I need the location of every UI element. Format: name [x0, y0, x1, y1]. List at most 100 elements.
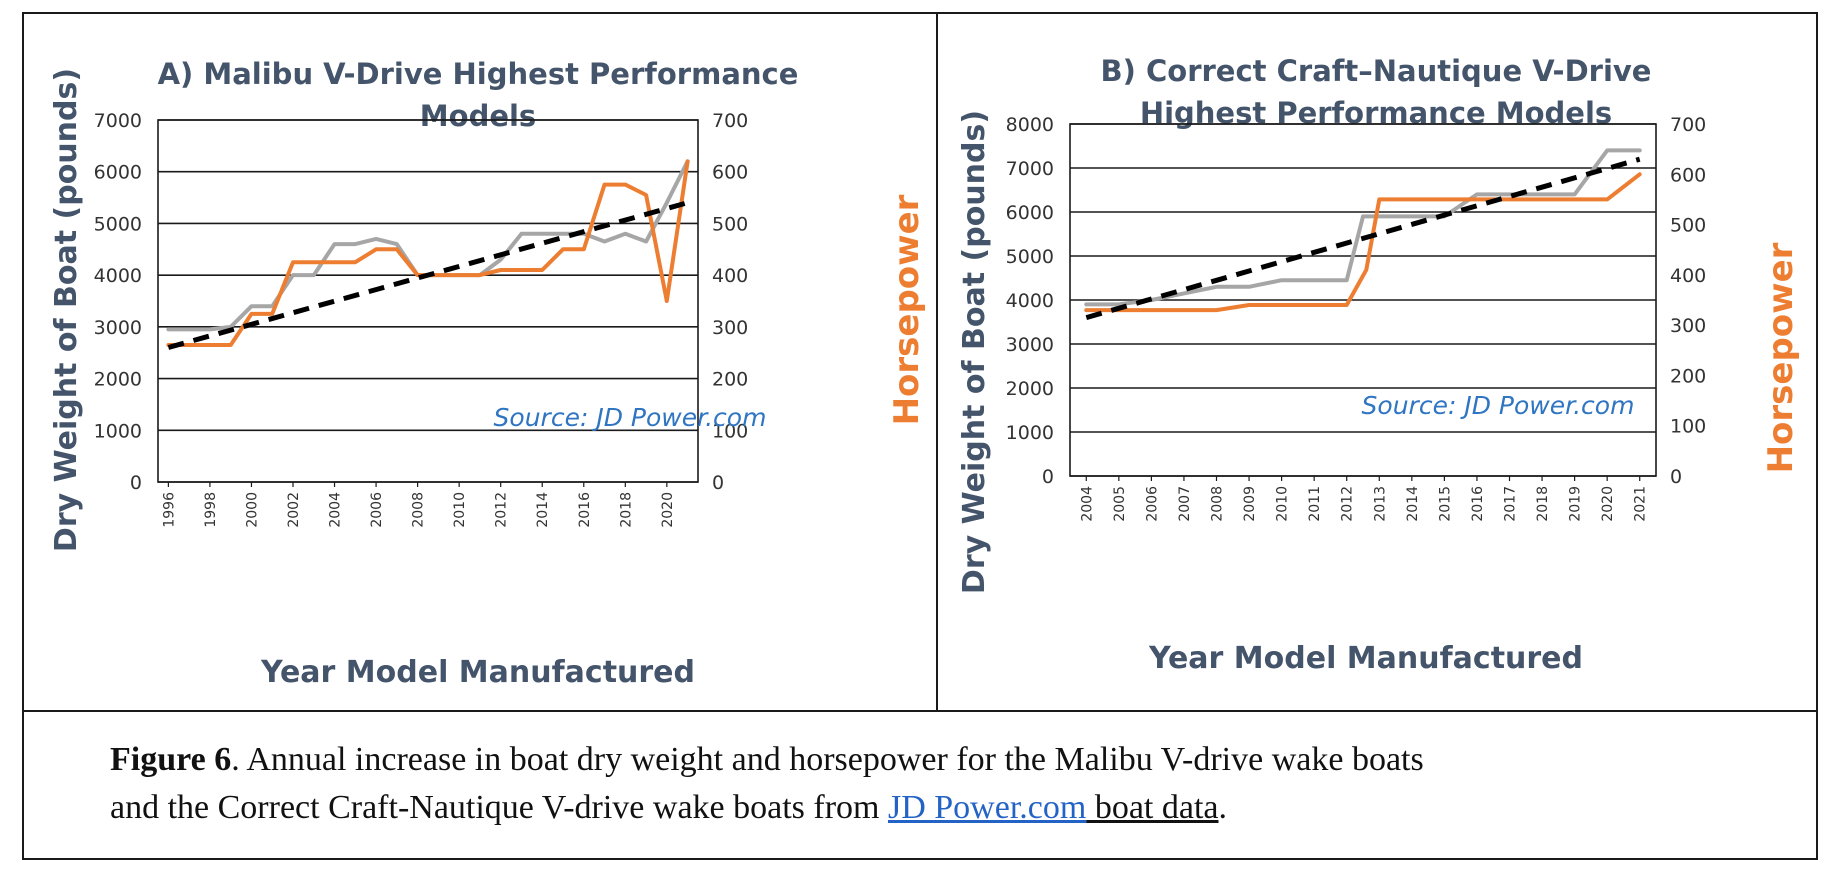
x-tick-label: 2017	[1503, 486, 1519, 522]
plot-area	[1069, 123, 1657, 477]
y-tick-label: 6000	[1006, 202, 1054, 224]
y-tick-label: 6000	[94, 162, 142, 184]
figure-label: Figure 6	[110, 741, 232, 778]
y2-tick-label: 400	[712, 265, 748, 287]
y-tick-label: 1000	[1006, 422, 1054, 444]
x-tick-label: 2013	[1372, 486, 1388, 522]
x-tick-label: 2006	[369, 492, 385, 528]
y2-tick-label: 600	[712, 162, 748, 184]
y-tick-label: 1000	[94, 420, 142, 442]
caption-text-3: boat data	[1086, 789, 1219, 826]
jd-power-link[interactable]: JD Power.com	[887, 789, 1087, 826]
y-tick-label: 4000	[94, 265, 142, 287]
horsepower-series-line	[1084, 172, 1642, 313]
caption-period: .	[1218, 789, 1227, 826]
x-tick-label: 2008	[1210, 486, 1226, 522]
weight-series-line	[1084, 148, 1642, 307]
y2-tick-label: 200	[712, 369, 748, 391]
x-tick-label: 2000	[244, 492, 260, 528]
y-tick-label: 2000	[94, 369, 142, 391]
y-tick-label: 2000	[1006, 378, 1054, 400]
y-tick-label: 3000	[94, 317, 142, 339]
y-tick-label: 0	[130, 472, 142, 494]
y2-tick-label: 200	[1670, 365, 1706, 387]
x-tick-label: 2007	[1177, 486, 1193, 522]
series-lines	[1084, 148, 1642, 321]
x-tick-label: 1996	[161, 492, 177, 528]
x-tick-label: 2018	[1535, 486, 1551, 522]
figure-frame	[22, 12, 1818, 860]
y2-tick-label: 700	[1670, 114, 1706, 136]
x-tick-label: 2015	[1437, 486, 1453, 522]
right-axis-ticks: 0 100 200 300 400 500 600 700	[712, 110, 748, 494]
y2-tick-label: 700	[712, 110, 748, 132]
chart-title-line-1: B) Correct Craft–Nautique V-Drive	[1101, 54, 1652, 88]
y2-axis-title: Horsepower	[887, 194, 927, 425]
chart-title-line-1: A) Malibu V-Drive Highest Performance	[158, 57, 799, 91]
x-tick-label: 2012	[494, 492, 510, 528]
plot-area	[157, 119, 699, 483]
y-tick-label: 5000	[94, 213, 142, 235]
x-tick-label: 2008	[411, 492, 427, 528]
chart-b-correct-craft: B) Correct Craft–Nautique V-Drive Highes…	[957, 54, 1801, 676]
source-annotation: Source: JD Power.com	[1362, 391, 1635, 420]
x-tick-label: 2010	[452, 492, 468, 528]
x-tick-label: 2016	[577, 492, 593, 528]
x-tick-label: 2004	[1079, 486, 1095, 522]
y-tick-label: 3000	[1006, 334, 1054, 356]
y-tick-label: 8000	[1006, 114, 1054, 136]
x-axis-ticks: 2004 2005 2006 2007 2008 2009 2010 2011 2012 2013…	[1079, 476, 1649, 522]
y-tick-label: 5000	[1006, 246, 1054, 268]
y2-tick-label: 300	[1670, 315, 1706, 337]
panel-divider-vertical	[936, 12, 938, 712]
y-axis-title: Dry Weight of Boat (pounds)	[49, 68, 84, 552]
x-tick-label: 2020	[660, 492, 676, 528]
caption-text-1: . Annual increase in boat dry weight and…	[231, 741, 1424, 778]
left-axis-ticks: 0 1000 2000 3000 4000 5000 6000 7000 8000	[1006, 114, 1054, 488]
x-axis-title: Year Model Manufactured	[1148, 641, 1583, 676]
y2-tick-label: 0	[712, 472, 724, 494]
x-tick-label: 2020	[1600, 486, 1616, 522]
y-tick-label: 0	[1042, 466, 1054, 488]
x-tick-label: 2006	[1144, 486, 1160, 522]
x-tick-label: 2019	[1568, 486, 1584, 522]
trendline	[1085, 156, 1641, 321]
y2-tick-label: 500	[712, 213, 748, 235]
x-tick-label: 1998	[203, 492, 219, 528]
x-tick-label: 2005	[1112, 486, 1128, 522]
x-tick-label: 2014	[535, 492, 551, 528]
y2-tick-label: 0	[1670, 466, 1682, 488]
x-tick-label: 2004	[328, 492, 344, 528]
figure-caption: Figure 6. Annual increase in boat dry we…	[110, 736, 1790, 832]
y2-tick-label: 100	[1670, 416, 1706, 438]
x-tick-label: 2009	[1242, 486, 1258, 522]
y2-tick-label: 400	[1670, 265, 1706, 287]
x-tick-label: 2010	[1275, 486, 1291, 522]
series-lines	[166, 159, 690, 350]
y2-tick-label: 300	[712, 317, 748, 339]
y2-tick-label: 600	[1670, 164, 1706, 186]
x-tick-label: 2021	[1633, 486, 1649, 522]
left-axis-ticks: 0 1000 2000 3000 4000 5000 6000 7000	[94, 110, 142, 494]
x-axis-ticks: 1996 1998 2000 2002 2004 2006 2008 2010 2012 2014…	[161, 482, 676, 528]
caption-text-2: and the Correct Craft-Nautique V-drive w…	[110, 789, 888, 826]
chart-title-line-2: Models	[420, 99, 536, 133]
y2-tick-label: 100	[712, 420, 748, 442]
horsepower-series-line	[166, 159, 690, 347]
source-annotation: Source: JD Power.com	[494, 403, 767, 432]
plot-border	[157, 119, 699, 483]
x-tick-label: 2014	[1405, 486, 1421, 522]
y-axis-title: Dry Weight of Boat (pounds)	[957, 110, 992, 594]
right-axis-ticks: 0 100 200 300 400 500 600 700	[1670, 114, 1706, 488]
x-tick-label: 2011	[1307, 486, 1323, 522]
plot-border	[1069, 123, 1657, 477]
y-tick-label: 4000	[1006, 290, 1054, 312]
x-tick-label: 2018	[618, 492, 634, 528]
y2-axis-title: Horsepower	[1761, 242, 1801, 473]
y-tick-label: 7000	[94, 110, 142, 132]
x-axis-title: Year Model Manufactured	[260, 655, 695, 690]
y-tick-label: 7000	[1006, 158, 1054, 180]
x-tick-label: 2002	[286, 492, 302, 528]
chart-title-line-2: Highest Performance Models	[1140, 96, 1612, 130]
x-tick-label: 2012	[1340, 486, 1356, 522]
